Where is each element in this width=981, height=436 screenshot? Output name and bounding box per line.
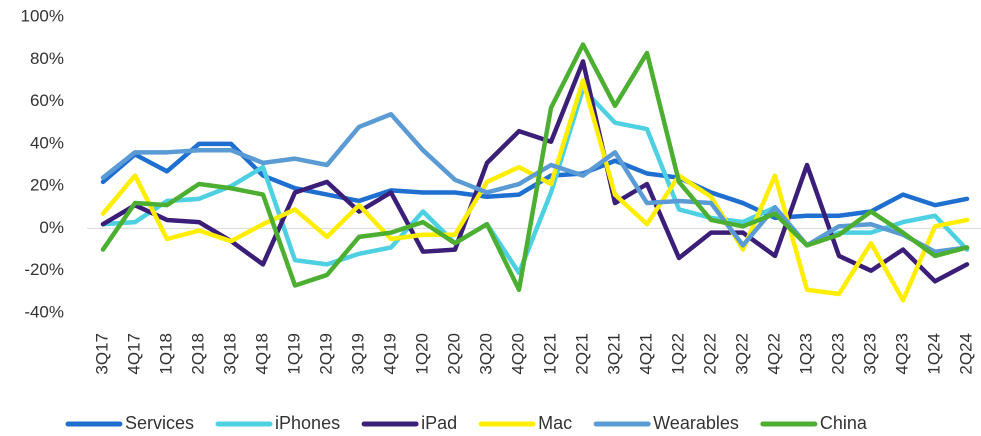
x-tick-label: 1Q20	[412, 333, 431, 375]
legend-label: Mac	[538, 413, 572, 433]
legend-label: Wearables	[653, 413, 739, 433]
y-tick-label: 100%	[21, 6, 64, 25]
x-tick-label: 4Q18	[252, 333, 271, 375]
x-tick-label: 3Q17	[92, 333, 111, 375]
series-line	[100, 59, 970, 284]
y-tick-label: 20%	[30, 176, 64, 195]
legend-label: China	[820, 413, 868, 433]
legend-label: Services	[125, 413, 194, 433]
x-tick-label: 4Q17	[124, 333, 143, 375]
x-tick-label: 4Q19	[380, 333, 399, 375]
legend-label: iPad	[421, 413, 457, 433]
y-tick-label: 60%	[30, 91, 64, 110]
x-tick-label: 4Q22	[764, 333, 783, 375]
x-tick-label: 3Q20	[476, 333, 495, 375]
x-tick-label: 1Q24	[924, 333, 943, 375]
x-tick-label: 4Q21	[636, 333, 655, 375]
x-tick-label: 4Q23	[892, 333, 911, 375]
x-tick-label: 1Q23	[796, 333, 815, 375]
x-tick-label: 3Q23	[860, 333, 879, 375]
legend: Services iPhones iPad Mac Wearables China	[65, 413, 868, 433]
x-tick-label: 3Q22	[732, 333, 751, 375]
x-tick-label: 2Q23	[828, 333, 847, 375]
y-tick-label: 80%	[30, 49, 64, 68]
x-tick-label: 2Q20	[444, 333, 463, 375]
x-tick-label: 1Q19	[284, 333, 303, 375]
x-tick-label: 2Q22	[700, 333, 719, 375]
y-tick-label: -20%	[24, 260, 64, 279]
series-line	[100, 42, 970, 292]
series-line	[100, 112, 970, 254]
y-tick-label: 40%	[30, 133, 64, 152]
x-tick-label: 2Q24	[956, 333, 975, 375]
x-tick-label: 1Q18	[156, 333, 175, 375]
x-tick-label: 1Q21	[540, 333, 559, 375]
x-tick-label: 1Q22	[668, 333, 687, 375]
x-tick-label: 3Q21	[604, 333, 623, 375]
y-tick-label: -40%	[24, 302, 64, 321]
x-tick-label: 2Q21	[572, 333, 591, 375]
x-tick-label: 3Q18	[220, 333, 239, 375]
x-tick-label: 2Q18	[188, 333, 207, 375]
y-tick-label: 0%	[39, 218, 64, 237]
x-tick-label: 3Q19	[348, 333, 367, 375]
x-tick-label: 4Q20	[508, 333, 527, 375]
x-tick-label: 2Q19	[316, 333, 335, 375]
legend-label: iPhones	[275, 413, 340, 433]
